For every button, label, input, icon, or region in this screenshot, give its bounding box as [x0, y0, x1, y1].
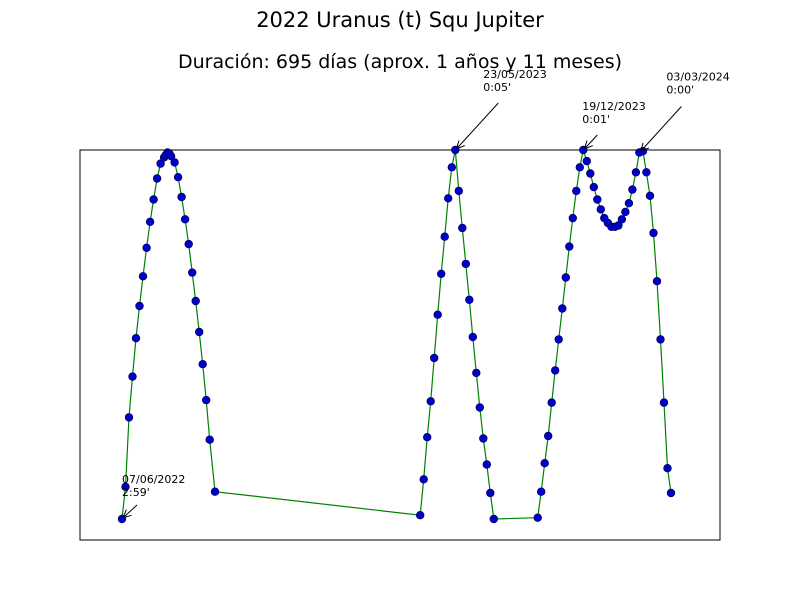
data-point	[416, 511, 425, 520]
data-point	[547, 398, 556, 407]
annotation-arrow	[124, 504, 138, 517]
data-point	[440, 232, 449, 241]
annotation-date: 23/05/2023	[483, 68, 546, 81]
data-point	[472, 368, 481, 378]
data-point	[544, 431, 553, 441]
data-point	[177, 192, 186, 202]
data-point	[433, 310, 442, 319]
data-point	[152, 174, 162, 183]
annotation-orb: 0:01'	[582, 113, 610, 126]
data-point	[656, 335, 665, 344]
data-point	[423, 433, 432, 442]
data-point	[465, 295, 474, 304]
data-point	[558, 304, 567, 313]
data-point	[444, 194, 453, 203]
data-point	[561, 273, 570, 282]
annotation-date: 19/12/2023	[582, 100, 645, 113]
annotation-date: 03/03/2024	[666, 71, 729, 84]
data-point	[582, 156, 591, 166]
data-point	[551, 366, 560, 375]
data-point	[572, 186, 581, 196]
data-point	[614, 221, 623, 230]
data-point	[142, 243, 151, 252]
data-point	[170, 158, 179, 167]
data-point	[135, 301, 144, 311]
data-point	[138, 272, 148, 281]
chart-subtitle: Duración: 695 días (aprox. 1 años y 11 m…	[177, 51, 623, 73]
data-point	[156, 159, 165, 168]
data-point	[447, 163, 456, 172]
annotation-orb: 0:05'	[483, 81, 511, 94]
data-point	[149, 195, 158, 204]
data-point	[537, 487, 546, 496]
data-point	[454, 186, 463, 196]
data-point	[468, 332, 477, 342]
plot-area	[79, 149, 721, 541]
data-point	[461, 259, 470, 269]
annotation-arrow	[457, 102, 499, 148]
data-point	[187, 268, 197, 277]
data-point	[173, 172, 183, 182]
data-point	[593, 195, 602, 204]
annotation-arrow	[585, 134, 598, 148]
data-point	[649, 228, 658, 238]
data-point	[631, 168, 641, 177]
data-point	[589, 182, 598, 192]
data-point	[191, 296, 200, 306]
data-point	[568, 213, 577, 223]
data-point	[586, 169, 595, 178]
data-point	[666, 488, 676, 498]
data-point	[596, 205, 605, 214]
data-point	[194, 327, 204, 337]
data-point	[131, 334, 141, 343]
data-point	[617, 215, 627, 224]
data-point	[124, 413, 134, 422]
data-point	[475, 403, 484, 412]
annotation-orb: 0:00'	[666, 84, 694, 97]
data-point	[145, 217, 155, 226]
data-point	[554, 335, 563, 344]
data-point	[540, 459, 549, 468]
data-point	[652, 277, 662, 286]
data-point	[210, 487, 220, 496]
data-point	[166, 151, 176, 161]
data-point	[489, 514, 498, 524]
data-point	[437, 269, 446, 278]
data-point	[624, 198, 634, 208]
data-point	[482, 460, 491, 469]
chart-title: 2022 Uranus (t) Squ Jupiter	[256, 8, 544, 32]
data-point	[533, 513, 542, 522]
data-point	[184, 239, 193, 249]
data-point	[121, 482, 130, 491]
data-point	[201, 395, 211, 405]
data-point	[621, 207, 630, 217]
data-point	[205, 435, 214, 444]
data-point	[642, 168, 651, 177]
data-point	[565, 242, 574, 251]
data-point	[628, 185, 637, 194]
data-point	[198, 360, 207, 369]
data-point	[479, 434, 488, 443]
data-point	[645, 191, 655, 200]
data-point	[419, 475, 428, 484]
data-point	[458, 223, 467, 233]
data-point	[486, 488, 495, 498]
data-point	[659, 398, 669, 407]
data-point	[180, 215, 190, 224]
data-point	[663, 464, 672, 473]
annotation-date: 07/06/2022	[122, 473, 185, 486]
annotation-orb: 2:59'	[122, 486, 150, 499]
data-point	[430, 353, 439, 363]
data-point	[128, 372, 137, 381]
annotation-arrow	[641, 106, 682, 151]
data-point	[575, 163, 584, 172]
data-point	[426, 397, 435, 406]
